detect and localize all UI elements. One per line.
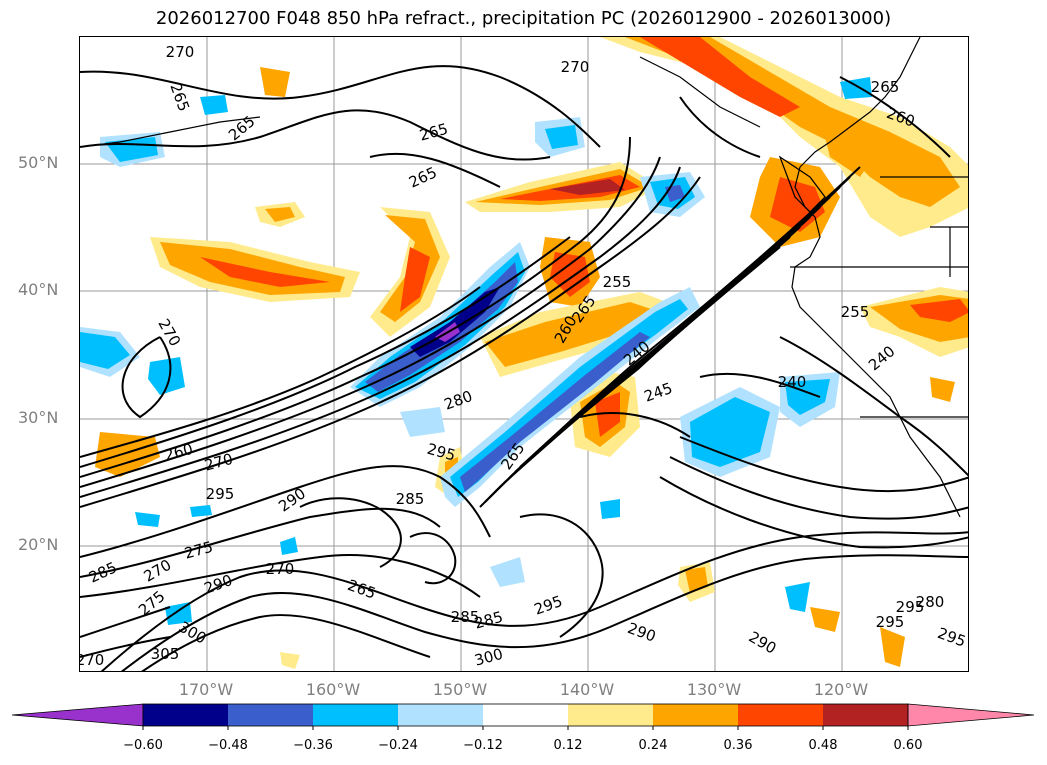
colorbar-tick-label: −0.12 (463, 738, 503, 753)
lat-label-20n: 20°N (18, 535, 59, 554)
colorbar-extend-max (907, 703, 1035, 727)
contour-label: 260 (163, 440, 195, 465)
contour-label: 280 (442, 387, 475, 414)
colorbar-segment (143, 704, 228, 726)
contour-label: 290 (746, 628, 780, 658)
contour-label: 295 (532, 592, 565, 619)
lat-label-30n: 30°N (18, 408, 59, 427)
contour-label: 270 (154, 316, 184, 350)
colorbar-tick-label: 0.24 (638, 738, 668, 753)
contour-label: 270 (141, 556, 175, 586)
lat-label-40n: 40°N (18, 280, 59, 299)
colorbar-tick-label: 0.48 (808, 738, 838, 753)
contour-label: 270 (561, 58, 590, 76)
contour-label: 305 (151, 645, 180, 663)
map-title: 2026012700 F048 850 hPa refract., precip… (155, 8, 892, 29)
contour-label: 240 (865, 342, 899, 374)
lon-label-160w: 160°W (305, 680, 361, 699)
contour-label: 280 (916, 593, 945, 611)
contour-label: 290 (625, 619, 658, 646)
lon-label-170w: 170°W (178, 680, 234, 699)
colorbar-tick-label: −0.24 (378, 738, 418, 753)
lat-label-50n: 50°N (18, 153, 59, 172)
colorbar-segment (568, 704, 653, 726)
map-panel: 270 265 265 265 270 265 260 265 255 265 260 255 240 2… (79, 36, 969, 672)
colorbar-extend-min (11, 703, 144, 727)
contour-label: 275 (135, 587, 169, 619)
colorbar-segment (228, 704, 313, 726)
colorbar-segment (483, 704, 568, 726)
contour-label: 285 (86, 558, 120, 586)
lon-label-150w: 150°W (432, 680, 488, 699)
contour-label: 295 (206, 485, 235, 503)
contour-label: 270 (266, 560, 295, 578)
colorbar-tick-label: 0.12 (553, 738, 583, 753)
colorbar-tick-label: −0.36 (293, 738, 333, 753)
contour-label: 240 (778, 373, 807, 391)
lon-label-130w: 130°W (686, 680, 742, 699)
contour-label: 265 (418, 120, 450, 145)
refractivity-contours (80, 65, 968, 671)
contour-label: 285 (396, 490, 425, 508)
contour-label: 255 (603, 273, 632, 291)
colorbar-tick-label: 0.36 (723, 738, 753, 753)
contour-label: 295 (935, 624, 968, 651)
colorbar-segment (398, 704, 483, 726)
contour-label: 285 (451, 608, 480, 626)
contour-label: 265 (406, 163, 440, 191)
lon-label-140w: 140°W (559, 680, 615, 699)
coastlines (80, 37, 968, 518)
contour-label: 290 (275, 484, 309, 515)
contour-label: 245 (642, 379, 675, 406)
colorbar-segment (653, 704, 738, 726)
lon-label-120w: 120°W (813, 680, 869, 699)
contour-label: 255 (841, 303, 870, 321)
colorbar-tick-label: −0.60 (123, 738, 163, 753)
contour-label: 295 (876, 613, 905, 631)
contour-label: 265 (871, 78, 900, 96)
contour-label: 270 (80, 651, 104, 669)
contour-label: 270 (166, 43, 195, 61)
colorbar-segment (738, 704, 823, 726)
precip-negative-shading (80, 77, 872, 625)
colorbar-segment (823, 704, 908, 726)
contour-label: 265 (345, 576, 378, 603)
contour-label: 275 (183, 538, 215, 563)
colorbar-tick-label: −0.48 (208, 738, 248, 753)
contour-label: 295 (425, 440, 457, 465)
contour-label: 300 (473, 645, 505, 670)
contour-label: 295 (896, 598, 925, 616)
colorbar-segment (313, 704, 398, 726)
colorbar-tick-label: 0.60 (893, 738, 923, 753)
